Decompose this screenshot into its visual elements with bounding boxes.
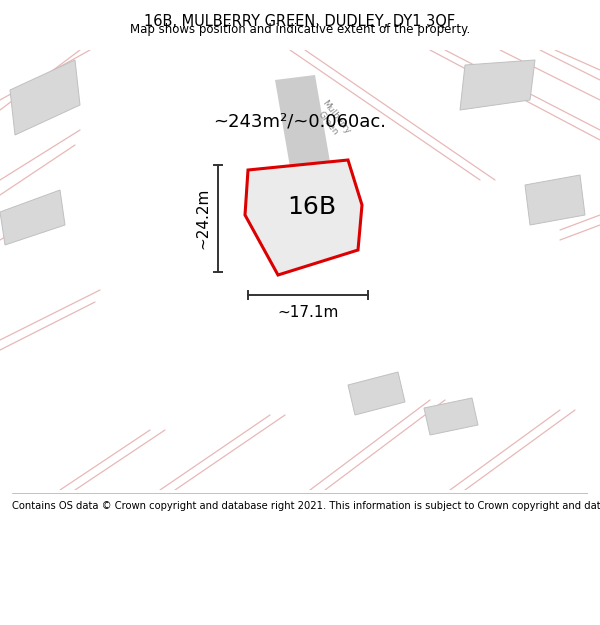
Polygon shape [275, 75, 340, 225]
Text: 16B, MULBERRY GREEN, DUDLEY, DY1 3QF: 16B, MULBERRY GREEN, DUDLEY, DY1 3QF [145, 14, 455, 29]
Text: ~24.2m: ~24.2m [195, 188, 210, 249]
Polygon shape [424, 398, 478, 435]
Polygon shape [348, 372, 405, 415]
Polygon shape [0, 190, 65, 245]
Text: Contains OS data © Crown copyright and database right 2021. This information is : Contains OS data © Crown copyright and d… [12, 501, 600, 511]
Polygon shape [460, 60, 535, 110]
Text: Mulberry
Green: Mulberry Green [312, 98, 352, 142]
Text: ~243m²/~0.060ac.: ~243m²/~0.060ac. [214, 113, 386, 131]
Text: ~17.1m: ~17.1m [277, 305, 338, 320]
Polygon shape [10, 60, 80, 135]
Polygon shape [525, 175, 585, 225]
Text: 16B: 16B [287, 196, 336, 219]
Text: Map shows position and indicative extent of the property.: Map shows position and indicative extent… [130, 23, 470, 36]
Polygon shape [245, 160, 362, 275]
